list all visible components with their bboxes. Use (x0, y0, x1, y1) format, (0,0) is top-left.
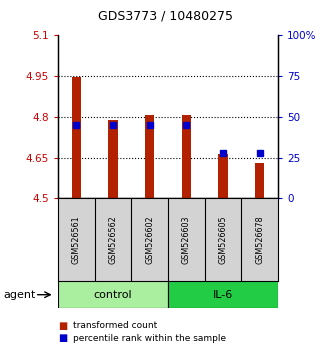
Text: GSM526602: GSM526602 (145, 216, 154, 264)
Text: GSM526561: GSM526561 (72, 216, 81, 264)
Bar (255, 163, 264, 198)
Bar (58, 281, 168, 308)
Bar (72, 77, 81, 198)
Text: GSM526603: GSM526603 (182, 216, 191, 264)
Text: control: control (94, 290, 132, 300)
Text: transformed count: transformed count (73, 321, 157, 330)
Bar (108, 120, 118, 198)
Bar (145, 115, 154, 198)
Bar (182, 115, 191, 198)
Text: GDS3773 / 10480275: GDS3773 / 10480275 (98, 10, 233, 22)
Bar (168, 281, 278, 308)
Text: GSM526678: GSM526678 (255, 216, 264, 264)
Text: IL-6: IL-6 (213, 290, 233, 300)
Text: agent: agent (3, 290, 36, 300)
Text: ■: ■ (58, 321, 67, 331)
Text: percentile rank within the sample: percentile rank within the sample (73, 333, 226, 343)
Text: ■: ■ (58, 333, 67, 343)
Bar (218, 154, 228, 198)
Text: GSM526605: GSM526605 (218, 216, 227, 264)
Text: GSM526562: GSM526562 (109, 216, 118, 264)
